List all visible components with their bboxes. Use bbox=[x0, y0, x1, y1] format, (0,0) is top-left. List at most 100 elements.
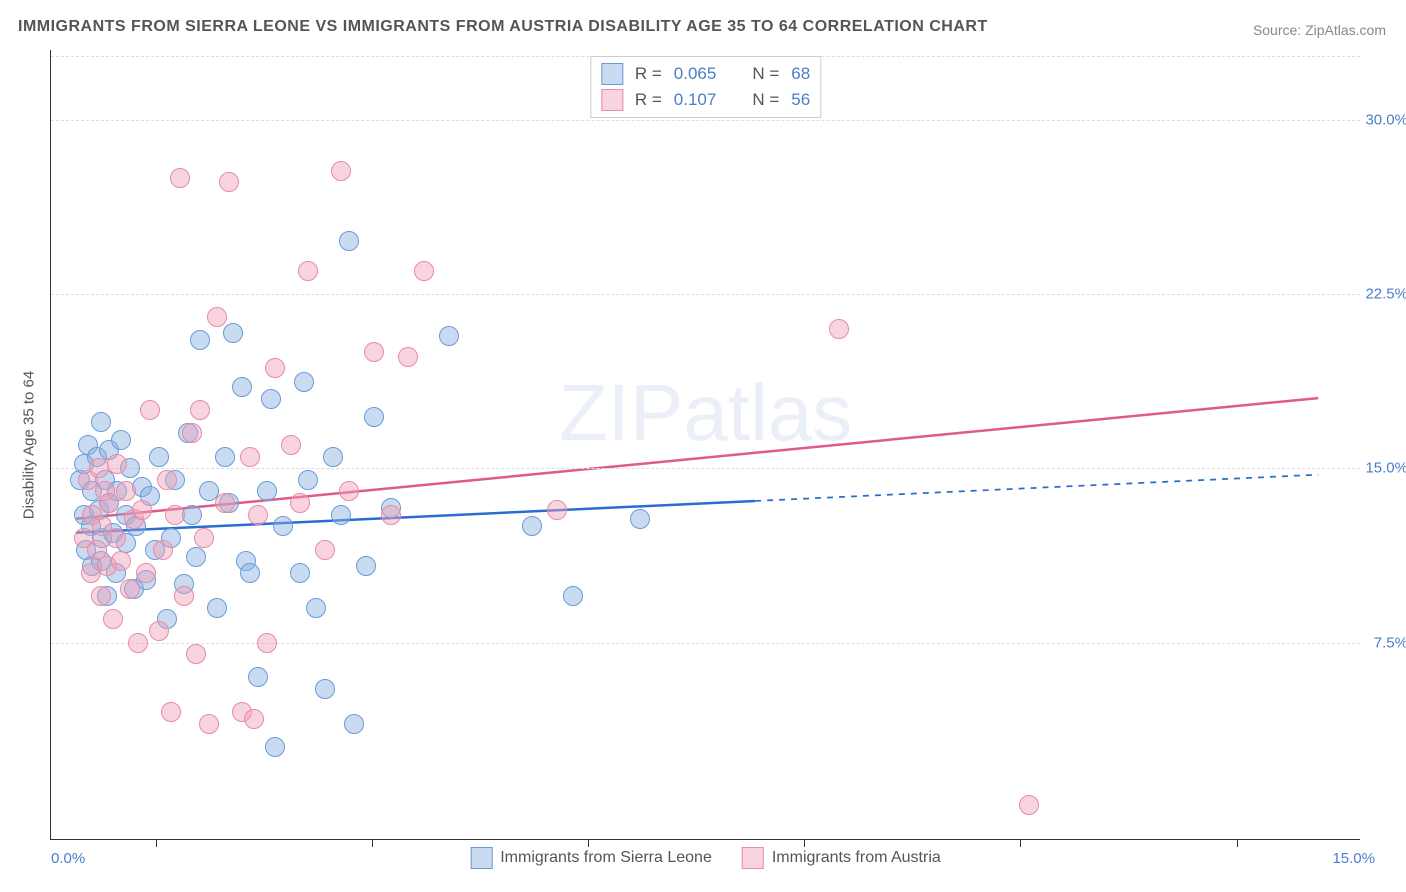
scatter-point-series-0 bbox=[356, 556, 376, 576]
swatch-series-0 bbox=[601, 63, 623, 85]
scatter-point-series-0 bbox=[91, 412, 111, 432]
gridline bbox=[51, 468, 1360, 469]
stats-legend: R = 0.065 N = 68 R = 0.107 N = 56 bbox=[590, 56, 821, 118]
scatter-point-series-1 bbox=[364, 342, 384, 362]
scatter-point-series-0 bbox=[273, 516, 293, 536]
r-label-0: R = bbox=[635, 64, 662, 84]
r-label-1: R = bbox=[635, 90, 662, 110]
x-tick bbox=[1237, 839, 1238, 847]
scatter-point-series-0 bbox=[298, 470, 318, 490]
source-attribution: Source: ZipAtlas.com bbox=[1253, 22, 1386, 38]
legend-swatch-0 bbox=[470, 847, 492, 869]
gridline bbox=[51, 294, 1360, 295]
scatter-point-series-0 bbox=[306, 598, 326, 618]
scatter-point-series-0 bbox=[290, 563, 310, 583]
x-axis-max-label: 15.0% bbox=[1332, 850, 1375, 867]
gridline bbox=[51, 120, 1360, 121]
scatter-point-series-1 bbox=[165, 505, 185, 525]
scatter-point-series-0 bbox=[240, 563, 260, 583]
scatter-point-series-0 bbox=[315, 679, 335, 699]
scatter-point-series-0 bbox=[339, 231, 359, 251]
scatter-point-series-1 bbox=[215, 493, 235, 513]
scatter-point-series-1 bbox=[290, 493, 310, 513]
scatter-point-series-1 bbox=[194, 528, 214, 548]
x-tick bbox=[1020, 839, 1021, 847]
swatch-series-1 bbox=[601, 89, 623, 111]
y-tick-label: 22.5% bbox=[1348, 285, 1406, 302]
scatter-point-series-1 bbox=[240, 447, 260, 467]
y-tick-label: 30.0% bbox=[1348, 111, 1406, 128]
scatter-point-series-0 bbox=[522, 516, 542, 536]
legend-label-1: Immigrants from Austria bbox=[772, 849, 941, 867]
scatter-point-series-0 bbox=[248, 667, 268, 687]
scatter-point-series-0 bbox=[294, 372, 314, 392]
plot-area: Disability Age 35 to 64 ZIPatlas R = 0.0… bbox=[50, 50, 1360, 840]
scatter-point-series-1 bbox=[248, 505, 268, 525]
stats-row-series-0: R = 0.065 N = 68 bbox=[601, 61, 810, 87]
bottom-legend: Immigrants from Sierra Leone Immigrants … bbox=[470, 847, 941, 869]
scatter-point-series-1 bbox=[244, 709, 264, 729]
scatter-point-series-1 bbox=[107, 454, 127, 474]
x-tick bbox=[588, 839, 589, 847]
scatter-point-series-1 bbox=[298, 261, 318, 281]
scatter-point-series-0 bbox=[265, 737, 285, 757]
scatter-point-series-0 bbox=[323, 447, 343, 467]
scatter-point-series-1 bbox=[120, 579, 140, 599]
n-value-0: 68 bbox=[791, 64, 810, 84]
n-label-0: N = bbox=[752, 64, 779, 84]
scatter-point-series-1 bbox=[116, 481, 136, 501]
scatter-point-series-1 bbox=[170, 168, 190, 188]
x-tick bbox=[804, 839, 805, 847]
scatter-point-series-1 bbox=[174, 586, 194, 606]
stats-row-series-1: R = 0.107 N = 56 bbox=[601, 87, 810, 113]
scatter-point-series-0 bbox=[563, 586, 583, 606]
legend-label-0: Immigrants from Sierra Leone bbox=[500, 849, 712, 867]
chart-title: IMMIGRANTS FROM SIERRA LEONE VS IMMIGRAN… bbox=[18, 18, 988, 36]
x-axis-min-label: 0.0% bbox=[51, 850, 85, 867]
scatter-point-series-1 bbox=[1019, 795, 1039, 815]
scatter-point-series-1 bbox=[103, 609, 123, 629]
scatter-point-series-1 bbox=[219, 172, 239, 192]
n-label-1: N = bbox=[752, 90, 779, 110]
x-tick bbox=[156, 839, 157, 847]
scatter-point-series-1 bbox=[132, 500, 152, 520]
legend-item-1: Immigrants from Austria bbox=[742, 847, 941, 869]
scatter-point-series-0 bbox=[257, 481, 277, 501]
r-value-1: 0.107 bbox=[674, 90, 717, 110]
watermark: ZIPatlas bbox=[559, 367, 852, 459]
x-tick bbox=[372, 839, 373, 847]
scatter-point-series-1 bbox=[182, 423, 202, 443]
scatter-point-series-1 bbox=[281, 435, 301, 455]
scatter-point-series-1 bbox=[186, 644, 206, 664]
scatter-point-series-1 bbox=[257, 633, 277, 653]
scatter-point-series-1 bbox=[331, 161, 351, 181]
scatter-point-series-0 bbox=[186, 547, 206, 567]
scatter-point-series-1 bbox=[207, 307, 227, 327]
scatter-point-series-0 bbox=[331, 505, 351, 525]
y-axis-label: Disability Age 35 to 64 bbox=[21, 370, 38, 518]
scatter-point-series-1 bbox=[315, 540, 335, 560]
scatter-point-series-0 bbox=[364, 407, 384, 427]
scatter-point-series-1 bbox=[89, 458, 109, 478]
scatter-point-series-0 bbox=[215, 447, 235, 467]
scatter-point-series-1 bbox=[339, 481, 359, 501]
scatter-point-series-1 bbox=[136, 563, 156, 583]
scatter-point-series-1 bbox=[91, 586, 111, 606]
scatter-point-series-0 bbox=[630, 509, 650, 529]
scatter-point-series-1 bbox=[190, 400, 210, 420]
scatter-point-series-0 bbox=[439, 326, 459, 346]
scatter-point-series-1 bbox=[265, 358, 285, 378]
legend-swatch-1 bbox=[742, 847, 764, 869]
gridline bbox=[51, 643, 1360, 644]
scatter-point-series-1 bbox=[199, 714, 219, 734]
y-tick-label: 7.5% bbox=[1348, 634, 1406, 651]
scatter-point-series-1 bbox=[398, 347, 418, 367]
scatter-point-series-0 bbox=[190, 330, 210, 350]
scatter-point-series-0 bbox=[111, 430, 131, 450]
r-value-0: 0.065 bbox=[674, 64, 717, 84]
scatter-point-series-1 bbox=[157, 470, 177, 490]
scatter-point-series-0 bbox=[223, 323, 243, 343]
scatter-point-series-1 bbox=[547, 500, 567, 520]
scatter-point-series-1 bbox=[381, 505, 401, 525]
scatter-point-series-1 bbox=[829, 319, 849, 339]
